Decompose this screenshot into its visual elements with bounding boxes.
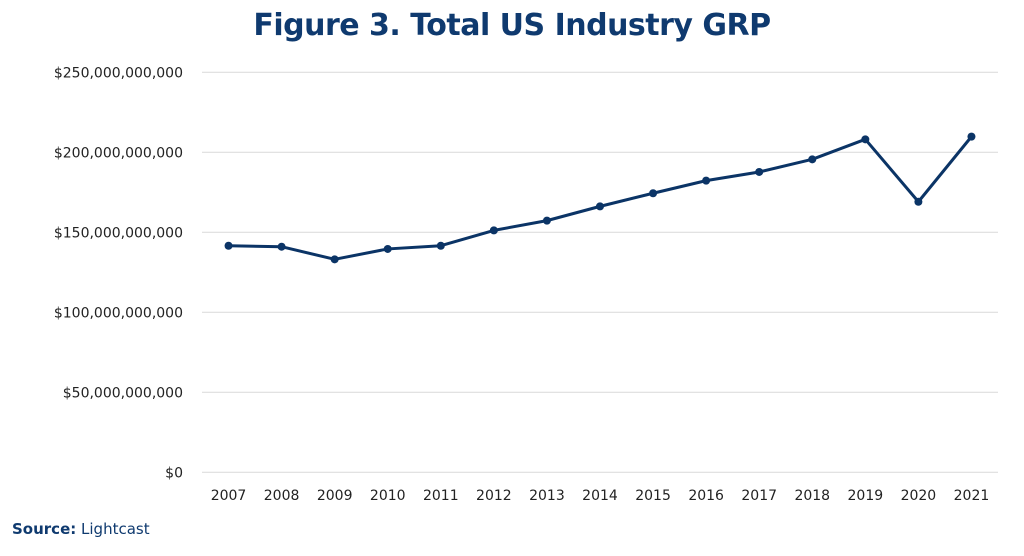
x-tick-label: 2009	[317, 488, 353, 504]
x-tick-label: 2016	[688, 488, 724, 504]
y-tick-label: $0	[165, 465, 183, 481]
chart-title: Figure 3. Total US Industry GRP	[253, 8, 771, 43]
data-point	[224, 241, 233, 250]
x-tick-label: 2018	[794, 488, 830, 504]
data-point	[914, 197, 923, 206]
data-point	[808, 155, 817, 164]
x-tick-label: 2021	[954, 488, 990, 504]
x-tick-label: 2012	[476, 488, 512, 504]
x-tick-label: 2014	[582, 488, 618, 504]
y-tick-label: $50,000,000,000	[63, 385, 183, 401]
x-tick-label: 2020	[901, 488, 937, 504]
data-point	[967, 132, 976, 141]
data-point	[861, 135, 870, 144]
data-point	[383, 244, 392, 253]
x-tick-label: 2019	[848, 488, 884, 504]
x-tick-label: 2015	[635, 488, 671, 504]
x-tick-label: 2007	[211, 488, 247, 504]
y-tick-label: $200,000,000,000	[54, 145, 183, 161]
data-point	[330, 255, 339, 264]
x-tick-label: 2017	[741, 488, 777, 504]
data-point	[596, 202, 604, 211]
source-label: Source:	[12, 520, 77, 538]
y-tick-label: $250,000,000,000	[54, 65, 183, 81]
x-tick-label: 2010	[370, 488, 406, 504]
data-point	[489, 226, 498, 235]
x-tick-label: 2008	[264, 488, 300, 504]
data-point	[277, 242, 286, 251]
data-point	[542, 216, 551, 225]
y-tick-label: $100,000,000,000	[54, 305, 183, 321]
source-note: Source: Lightcast	[12, 520, 150, 538]
data-point	[702, 176, 711, 185]
y-tick-label: $150,000,000,000	[54, 225, 183, 241]
series-line	[228, 135, 973, 261]
data-point	[649, 189, 658, 198]
x-tick-label: 2011	[423, 488, 459, 504]
source-value: Lightcast	[81, 520, 150, 538]
data-point	[755, 167, 764, 176]
x-tick-label: 2013	[529, 488, 565, 504]
data-point	[436, 241, 445, 250]
